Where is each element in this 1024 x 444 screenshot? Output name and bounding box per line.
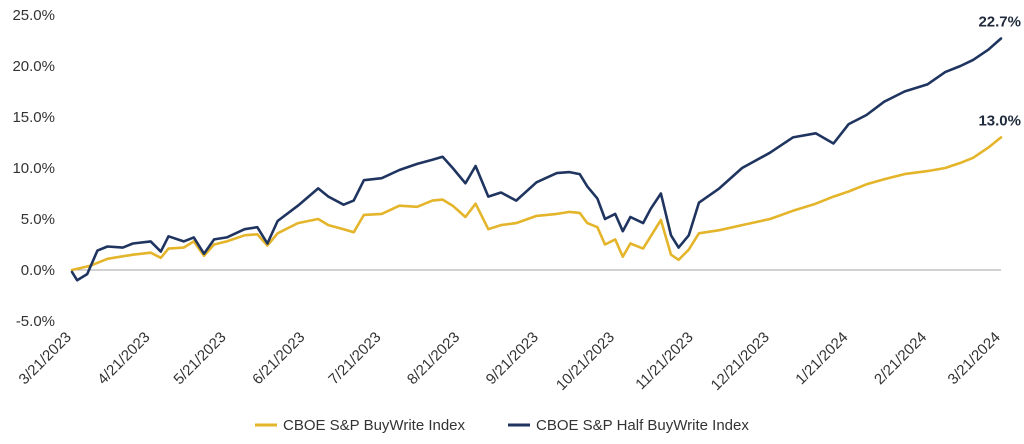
series-line-buywrite: [70, 136, 1003, 272]
x-tick-label: 1/21/2024: [792, 329, 851, 388]
y-axis: 25.0% 20.0% 15.0% 10.0% 5.0% 0.0% -5.0%: [12, 7, 55, 330]
x-tick-label: 3/21/2024: [945, 329, 1004, 388]
x-tick-label: 6/21/2023: [249, 329, 308, 388]
x-tick-label: 7/21/2023: [325, 329, 384, 388]
end-value-label-buywrite: 13.0%: [978, 112, 1021, 129]
x-axis: 3/21/2023 4/21/2023 5/21/2023 6/21/2023 7/21…: [16, 329, 1004, 394]
series-line-half-buywrite: [70, 37, 1003, 282]
legend: CBOE S&P BuyWrite Index CBOE S&P Half Bu…: [255, 417, 749, 434]
legend-label-buywrite: CBOE S&P BuyWrite Index: [283, 417, 466, 434]
x-tick-label: 12/21/2023: [708, 329, 773, 394]
end-labels: 13.0% 22.7%: [978, 13, 1021, 129]
x-tick-label: 10/21/2023: [553, 329, 618, 394]
x-tick-label: 9/21/2023: [483, 329, 542, 388]
x-tick-label: 8/21/2023: [404, 329, 463, 388]
series-layer: [70, 37, 1003, 282]
y-tick-label: 0.0%: [21, 262, 55, 279]
end-value-label-half-buywrite: 22.7%: [978, 13, 1021, 30]
y-tick-label: -5.0%: [16, 313, 55, 330]
y-tick-label: 5.0%: [21, 211, 55, 228]
y-tick-label: 10.0%: [12, 160, 55, 177]
legend-label-half-buywrite: CBOE S&P Half BuyWrite Index: [536, 417, 749, 434]
y-tick-label: 20.0%: [12, 58, 55, 75]
x-tick-label: 11/21/2023: [632, 329, 696, 393]
y-tick-label: 15.0%: [12, 109, 55, 126]
x-tick-label: 3/21/2023: [16, 329, 75, 388]
x-tick-label: 4/21/2023: [94, 329, 153, 388]
y-tick-label: 25.0%: [12, 7, 55, 24]
x-tick-label: 5/21/2023: [170, 329, 229, 388]
x-tick-label: 2/21/2024: [871, 329, 930, 388]
